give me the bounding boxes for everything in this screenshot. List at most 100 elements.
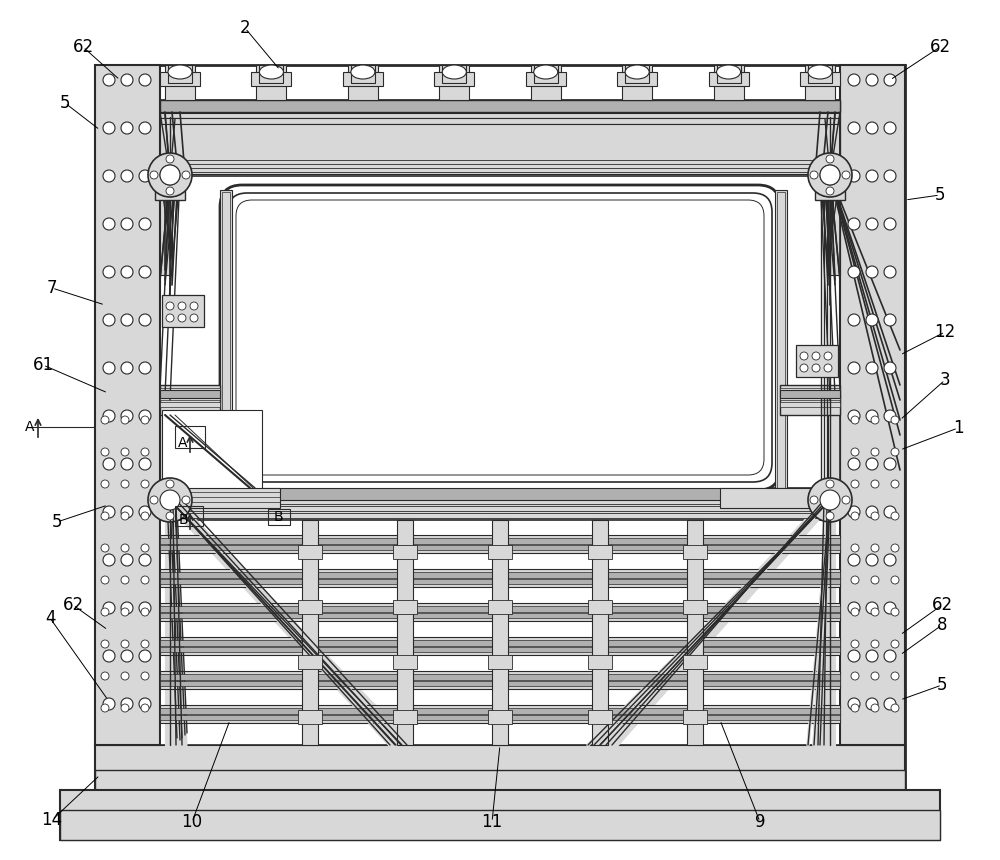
Circle shape <box>826 480 834 488</box>
Bar <box>160 538 840 544</box>
Bar <box>298 710 322 724</box>
Bar <box>95 65 160 745</box>
Circle shape <box>103 410 115 422</box>
Bar <box>717 65 741 83</box>
Circle shape <box>121 314 133 326</box>
Bar <box>160 545 840 550</box>
Circle shape <box>103 266 115 278</box>
Bar <box>160 613 840 618</box>
Bar <box>95 770 905 790</box>
Bar <box>95 745 905 790</box>
Circle shape <box>101 480 109 488</box>
Text: 62: 62 <box>931 596 953 614</box>
Circle shape <box>820 165 840 185</box>
Bar <box>815 160 845 200</box>
Circle shape <box>141 448 149 456</box>
Bar <box>160 705 840 723</box>
Bar <box>160 402 220 407</box>
Circle shape <box>141 576 149 584</box>
Bar <box>805 65 835 100</box>
Bar <box>588 545 612 559</box>
Bar <box>175 426 205 448</box>
Circle shape <box>121 480 129 488</box>
Bar <box>256 65 286 100</box>
Circle shape <box>103 602 115 614</box>
Ellipse shape <box>168 65 192 79</box>
Circle shape <box>141 416 149 424</box>
Bar <box>488 710 512 724</box>
Circle shape <box>103 74 115 86</box>
Circle shape <box>884 362 896 374</box>
Circle shape <box>891 608 899 616</box>
Circle shape <box>121 704 129 712</box>
Circle shape <box>141 512 149 520</box>
Bar <box>588 710 612 724</box>
Bar <box>160 671 840 689</box>
Circle shape <box>820 490 840 510</box>
Circle shape <box>121 544 129 552</box>
Text: 1: 1 <box>953 419 963 437</box>
Bar <box>160 506 840 511</box>
Bar <box>298 600 322 614</box>
Circle shape <box>871 512 879 520</box>
Circle shape <box>848 458 860 470</box>
Circle shape <box>848 122 860 134</box>
Bar <box>160 603 840 621</box>
Text: 61: 61 <box>32 356 54 374</box>
Bar <box>160 100 840 112</box>
Circle shape <box>139 650 151 662</box>
Circle shape <box>824 364 832 372</box>
Text: B: B <box>273 510 283 524</box>
Circle shape <box>848 554 860 566</box>
Circle shape <box>812 364 820 372</box>
Circle shape <box>851 640 859 648</box>
Text: 62: 62 <box>72 38 94 56</box>
Circle shape <box>891 448 899 456</box>
Circle shape <box>103 506 115 518</box>
Circle shape <box>866 650 878 662</box>
Circle shape <box>178 302 186 310</box>
Circle shape <box>848 314 860 326</box>
Bar <box>780 388 840 393</box>
Bar <box>488 600 512 614</box>
Bar <box>160 395 172 520</box>
Circle shape <box>121 576 129 584</box>
Bar <box>160 72 200 86</box>
Circle shape <box>842 496 850 504</box>
Bar <box>160 572 840 578</box>
Bar <box>168 65 192 83</box>
Circle shape <box>139 74 151 86</box>
Circle shape <box>866 458 878 470</box>
Circle shape <box>871 672 879 680</box>
Text: A: A <box>25 420 35 434</box>
Circle shape <box>866 74 878 86</box>
Circle shape <box>851 512 859 520</box>
Circle shape <box>101 512 109 520</box>
Bar <box>298 655 322 669</box>
Text: B: B <box>178 513 188 527</box>
Circle shape <box>150 496 158 504</box>
Circle shape <box>871 448 879 456</box>
Circle shape <box>884 458 896 470</box>
Circle shape <box>848 218 860 230</box>
Bar <box>160 647 840 652</box>
Circle shape <box>141 544 149 552</box>
Bar <box>160 640 840 646</box>
Circle shape <box>121 672 129 680</box>
Circle shape <box>891 544 899 552</box>
Bar <box>160 108 840 113</box>
Bar <box>160 124 840 174</box>
Text: 14: 14 <box>41 811 63 829</box>
Circle shape <box>166 302 174 310</box>
Bar <box>95 65 905 790</box>
Circle shape <box>148 153 192 197</box>
Bar <box>588 600 612 614</box>
Circle shape <box>848 698 860 710</box>
Circle shape <box>139 410 151 422</box>
Circle shape <box>121 74 133 86</box>
Text: 5: 5 <box>937 676 947 694</box>
Bar <box>720 488 840 508</box>
Bar <box>488 655 512 669</box>
Circle shape <box>866 122 878 134</box>
Text: 7: 7 <box>47 279 57 297</box>
